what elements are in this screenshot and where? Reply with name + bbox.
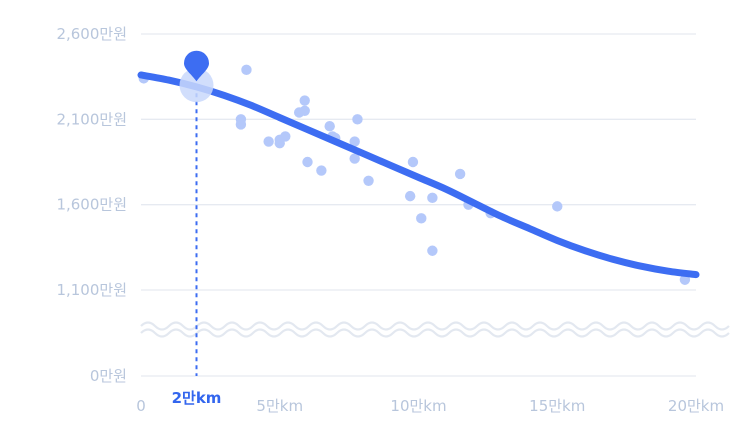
x-tick-label: 0 xyxy=(136,397,146,415)
axis-break-wave xyxy=(140,328,730,338)
scatter-point xyxy=(416,213,427,224)
axis-break xyxy=(140,321,730,338)
highlight-group[interactable]: 2만km xyxy=(172,50,222,407)
y-axis-ticks: 0만원 1,100만원 1,600만원 2,100만원 2,600만원 xyxy=(56,25,127,385)
scatter-point xyxy=(352,114,363,125)
trend-line-group xyxy=(137,71,700,279)
x-tick-label: 15만km xyxy=(529,397,585,415)
scatter-point xyxy=(427,192,438,204)
scatter-point xyxy=(316,165,327,176)
scatter-point xyxy=(299,105,310,117)
highlight-halo xyxy=(179,68,214,103)
scatter-point xyxy=(363,175,374,186)
y-tick-label: 1,600만원 xyxy=(56,196,127,214)
y-tick-label: 2,100만원 xyxy=(56,110,127,128)
scatter-point xyxy=(263,136,274,147)
scatter-point xyxy=(302,156,313,168)
grid-layer xyxy=(141,33,696,377)
scatter-point xyxy=(299,95,310,106)
scatter-point xyxy=(235,119,247,130)
x-axis-ticks: 0 5만km 10만km 15만km 20만km xyxy=(136,397,724,415)
map-pin-icon xyxy=(184,50,209,82)
scatter-point xyxy=(349,153,360,164)
scatter-point xyxy=(349,136,360,147)
y-tick-label: 2,600만원 xyxy=(56,25,127,43)
scatter-point xyxy=(324,120,335,132)
y-tick-label: 0만원 xyxy=(90,367,127,385)
axis-break-wave xyxy=(140,321,730,331)
x-tick-label: 5만km xyxy=(256,397,303,415)
y-tick-label: 1,100만원 xyxy=(56,281,127,299)
trend-line xyxy=(137,71,700,279)
x-tick-label: 10만km xyxy=(390,397,446,415)
x-tick-label: 20만km xyxy=(668,397,724,415)
scatter-point xyxy=(427,245,438,256)
highlight-x-label: 2만km xyxy=(172,389,222,407)
scatter-point xyxy=(407,156,419,168)
scatter-point xyxy=(241,64,252,76)
scatter-point xyxy=(280,131,291,142)
scatter-point xyxy=(454,168,466,180)
scatter-point xyxy=(552,201,563,212)
scatter-point xyxy=(404,190,416,202)
